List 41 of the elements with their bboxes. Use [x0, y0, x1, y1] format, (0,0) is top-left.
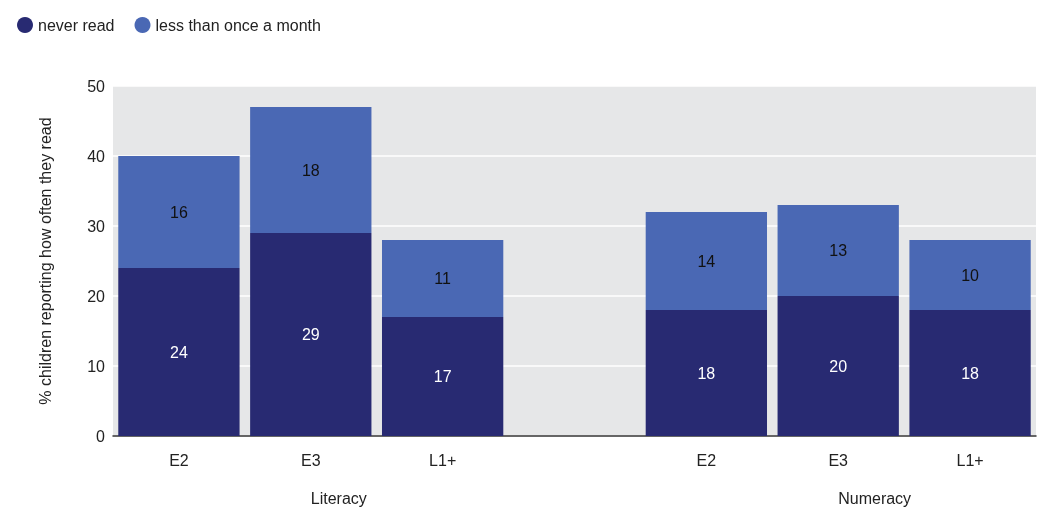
- x-tick-label: L1+: [956, 451, 984, 469]
- legend-label: never read: [38, 16, 115, 34]
- y-axis-title: % children reporting how often they read: [36, 117, 54, 405]
- bar: [777, 205, 899, 296]
- x-tick-label: L1+: [429, 451, 457, 469]
- data-label: 20: [829, 357, 848, 375]
- y-tick-label: 10: [87, 357, 106, 375]
- data-label: 24: [170, 343, 188, 361]
- y-tick-label: 40: [87, 147, 106, 165]
- bar: [645, 310, 768, 436]
- data-label: 18: [961, 364, 980, 382]
- x-tick-label: E2: [169, 451, 189, 469]
- bar: [645, 212, 768, 310]
- data-label: 11: [434, 270, 452, 287]
- data-label: 13: [829, 242, 848, 259]
- text: Numeracy: [838, 489, 912, 507]
- x-tick-label: E3: [301, 451, 321, 469]
- y-tick-label: 30: [87, 217, 106, 235]
- y-tick-label: 20: [87, 287, 106, 305]
- data-label: 14: [697, 252, 716, 270]
- x-tick-label: E2: [696, 451, 717, 469]
- data-label: 18: [697, 364, 716, 382]
- bar: [909, 310, 1031, 436]
- data-label: 17: [433, 368, 452, 385]
- bar: [250, 107, 372, 233]
- bar: [118, 268, 240, 436]
- legend-label: less than once a month: [155, 16, 321, 34]
- data-label: 18: [301, 161, 320, 179]
- text: Literacy: [310, 489, 367, 507]
- bar: [250, 233, 372, 436]
- data-label: 16: [170, 203, 188, 221]
- bar: [909, 240, 1031, 310]
- bar: [381, 317, 504, 436]
- x-tick-label: E3: [828, 451, 849, 469]
- data-label: 10: [961, 266, 980, 284]
- bar: [777, 296, 899, 436]
- y-tick-label: 50: [87, 77, 106, 95]
- bar: [381, 240, 504, 317]
- y-tick-label: 0: [96, 427, 106, 445]
- bar: [118, 156, 240, 268]
- data-label: 29: [301, 326, 320, 343]
